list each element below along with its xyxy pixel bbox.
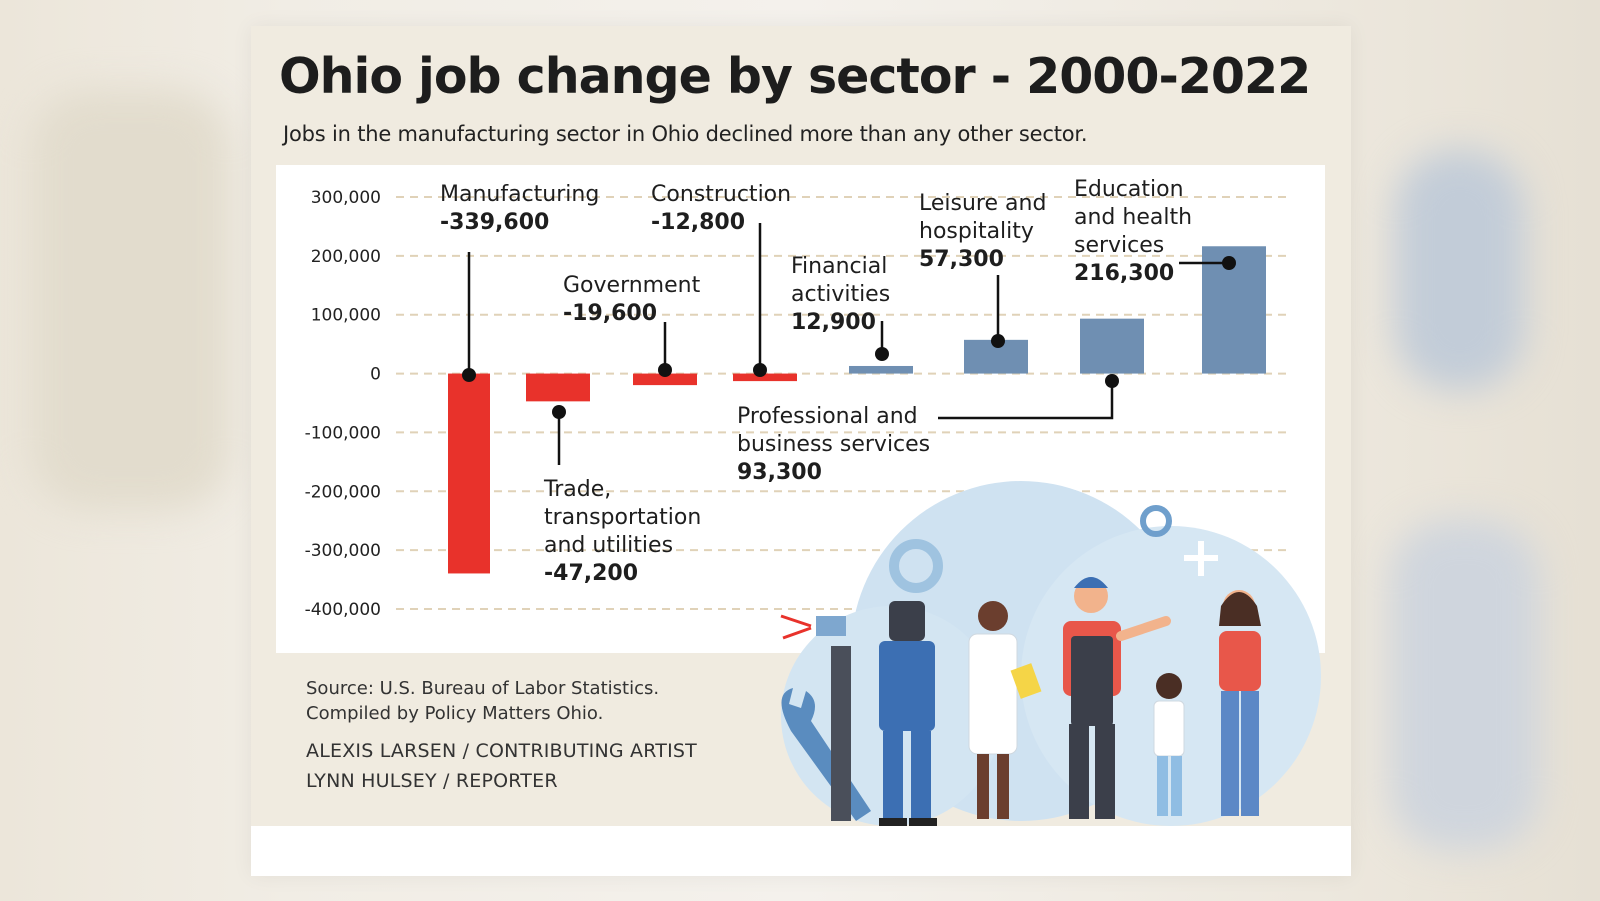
gear-icon — [1140, 505, 1172, 537]
y-tick-label: -100,000 — [305, 423, 381, 443]
leader-dot-3 — [658, 363, 672, 377]
callout-label-2: Trade, transportation and utilities -47,200 — [544, 476, 701, 588]
callout-value: 12,900 — [791, 310, 876, 335]
bar-3 — [633, 373, 697, 386]
callout-value: 93,300 — [737, 460, 822, 485]
leader-dot-6 — [991, 334, 1005, 348]
chart-title: Ohio job change by sector - 2000-2022 — [279, 48, 1311, 105]
child-figure — [1153, 673, 1185, 816]
reporter-credit: LYNN HULSEY / REPORTER — [306, 770, 558, 792]
callout-category: Financial — [791, 254, 888, 279]
source-line-1: Source: U.S. Bureau of Labor Statistics. — [306, 678, 660, 699]
y-tick-label: -400,000 — [305, 600, 381, 620]
background-blur-right-low — [1390, 520, 1540, 850]
callout-value: -47,200 — [544, 561, 639, 586]
background-blur-right — [1395, 150, 1525, 390]
leader-line-7 — [938, 381, 1114, 420]
worker-technician — [1063, 577, 1171, 819]
y-tick-label: -300,000 — [305, 541, 381, 561]
chart-subtitle: Jobs in the manufacturing sector in Ohio… — [283, 122, 1088, 146]
callout-category: Trade, — [544, 477, 612, 502]
callout-value: 57,300 — [919, 247, 1004, 272]
leader-dot-1 — [462, 368, 476, 382]
bar-2 — [526, 373, 590, 402]
plus-icon — [1184, 541, 1218, 576]
worker-welder — [879, 601, 937, 828]
callout-category: business services — [737, 432, 931, 457]
leader-dot-8 — [1222, 256, 1236, 270]
callout-category: Education — [1074, 177, 1184, 202]
callout-label-6: Leisure and hospitality 57,300 — [919, 190, 1046, 274]
y-tick-label: 300,000 — [311, 188, 381, 208]
gear-icon — [889, 539, 943, 593]
bar-1 — [448, 373, 490, 574]
bar-4 — [733, 373, 797, 382]
callout-category: Professional and — [737, 404, 918, 429]
callout-category: transportation — [544, 505, 702, 530]
bar-7 — [1080, 318, 1144, 374]
y-tick-label: 200,000 — [311, 247, 381, 267]
callout-category: services — [1074, 233, 1165, 258]
leader-dot-5 — [875, 347, 889, 361]
leader-dot-2 — [552, 405, 566, 419]
source-line-2: Compiled by Policy Matters Ohio. — [306, 703, 604, 724]
card-footer-strip — [251, 826, 1351, 876]
callout-label-8: Education and health services 216,300 — [1074, 176, 1192, 288]
leader-dot-7 — [1105, 374, 1119, 388]
workers-illustration — [780, 481, 1321, 836]
callout-category: hospitality — [919, 219, 1034, 244]
callout-label-7: Professional and business services 93,300 — [737, 403, 930, 487]
callout-category: and utilities — [544, 533, 674, 558]
y-tick-label: 100,000 — [311, 306, 381, 326]
background-blur-left — [30, 90, 230, 510]
callout-category: Government — [563, 273, 701, 298]
worker-scientist — [968, 601, 1042, 819]
callout-value: 216,300 — [1074, 261, 1175, 286]
callout-label-3: Government -19,600 — [563, 272, 700, 328]
callout-value: -19,600 — [563, 301, 658, 326]
bar-chart: 300,000 200,000 100,000 0 -100,000 -200,000 -3… — [305, 188, 1286, 620]
callout-category: Leisure and — [919, 191, 1047, 216]
y-tick-label: -200,000 — [305, 482, 381, 502]
welding-pipe — [816, 616, 851, 821]
artist-credit: ALEXIS LARSEN / CONTRIBUTING ARTIST — [306, 740, 697, 762]
infographic-card: Ohio job change by sector - 2000-2022 Jo… — [251, 26, 1351, 876]
callout-category: activities — [791, 282, 891, 307]
callout-category: Construction — [651, 182, 792, 207]
callout-label-5: Financial activities 12,900 — [791, 253, 890, 337]
y-tick-label: 0 — [370, 365, 381, 385]
callout-label-4: Construction -12,800 — [651, 181, 791, 237]
callout-category: Manufacturing — [440, 182, 600, 207]
leader-dot-4 — [753, 363, 767, 377]
plot-area: 300,000 200,000 100,000 0 -100,000 -200,000 -3… — [276, 165, 1325, 653]
callout-value: -339,600 — [440, 210, 550, 235]
callout-label-1: Manufacturing -339,600 — [440, 181, 599, 237]
spark-icon — [780, 614, 812, 640]
bar-5 — [849, 365, 913, 374]
woman-figure — [1219, 590, 1261, 816]
callout-category: and health — [1074, 205, 1193, 230]
callout-value: -12,800 — [651, 210, 746, 235]
credits-block: Source: U.S. Bureau of Labor Statistics.… — [306, 676, 697, 796]
